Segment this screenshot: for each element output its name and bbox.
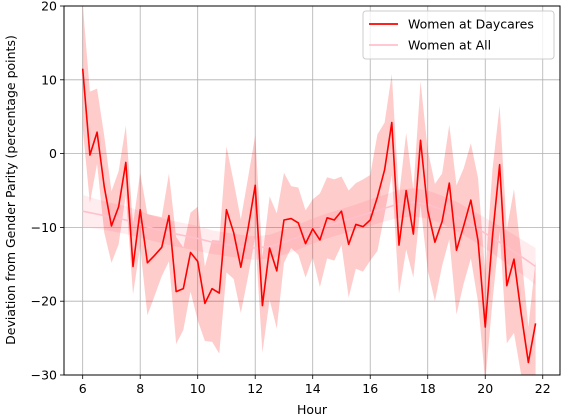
x-tick-label: 18 xyxy=(420,381,436,396)
legend: Women at Daycares Women at All xyxy=(362,10,555,60)
x-tick-label: 20 xyxy=(477,381,493,396)
y-tick-label: 0 xyxy=(49,146,57,161)
x-tick-label: 8 xyxy=(136,381,144,396)
y-tick-label: −10 xyxy=(31,220,57,235)
y-tick-label: −20 xyxy=(31,294,57,309)
y-tick-label: −30 xyxy=(31,368,57,383)
legend-box xyxy=(362,10,555,60)
series-line-all xyxy=(82,201,537,268)
x-axis-ticks: 6 8 10 12 14 16 18 20 22 xyxy=(79,375,551,396)
x-tick-label: 12 xyxy=(247,381,263,396)
legend-label-daycares: Women at Daycares xyxy=(408,17,534,32)
y-axis-ticks: −30 −20 −10 0 10 20 xyxy=(31,0,64,383)
x-tick-label: 10 xyxy=(190,381,206,396)
legend-label-all: Women at All xyxy=(408,38,491,53)
x-tick-label: 6 xyxy=(79,381,87,396)
y-tick-label: 20 xyxy=(41,0,57,14)
y-axis-label: Deviation from Gender Parity (percentage… xyxy=(3,35,18,345)
series-line-daycares xyxy=(81,68,537,364)
x-axis-label: Hour xyxy=(297,402,328,417)
plot-frame xyxy=(63,5,561,376)
x-tick-label: 22 xyxy=(535,381,551,396)
x-tick-label: 16 xyxy=(362,381,378,396)
series-lines xyxy=(81,68,537,364)
y-tick-label: 10 xyxy=(41,72,57,87)
confidence-band-daycares xyxy=(82,6,536,375)
x-tick-label: 14 xyxy=(305,381,321,396)
